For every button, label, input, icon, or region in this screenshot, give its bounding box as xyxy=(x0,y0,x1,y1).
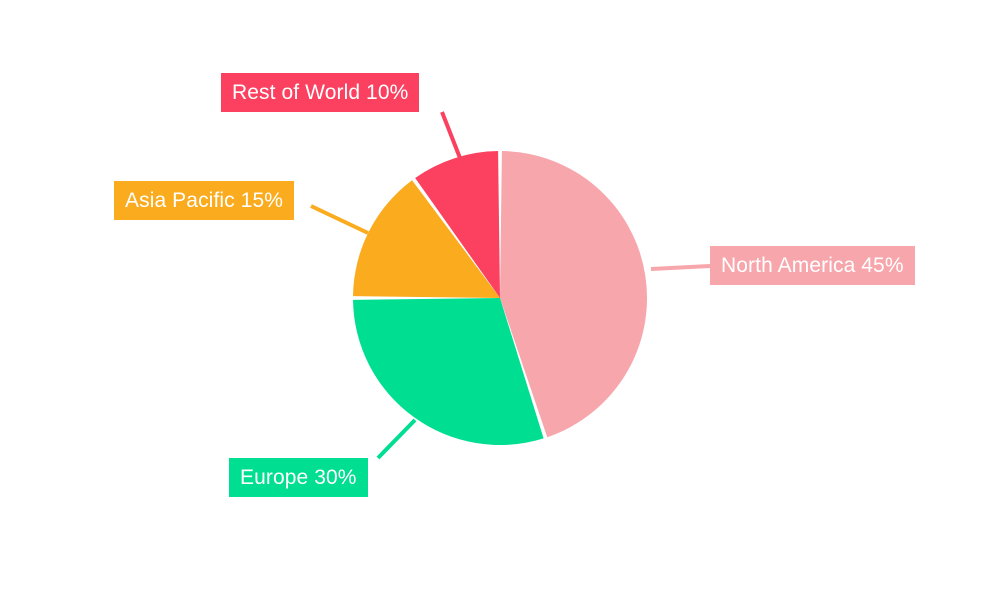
pie-label-text: Rest of World 10% xyxy=(232,81,409,104)
pie-slice-asia-pacific[interactable] xyxy=(353,180,500,298)
pie-label-text: Europe 30% xyxy=(240,466,357,489)
leader-line-rest-of-world xyxy=(440,111,462,159)
pie-label-rest-of-world: Rest of World 10% xyxy=(221,73,420,112)
pie-slices xyxy=(353,151,648,446)
leader-line-asia-pacific xyxy=(310,204,369,235)
pie-label-text: Asia Pacific 15% xyxy=(125,189,284,212)
pie-label-asia-pacific: Asia Pacific 15% xyxy=(114,181,295,220)
pie-label-north-america: North America 45% xyxy=(710,246,915,285)
pie-label-text: North America 45% xyxy=(721,254,904,277)
pie-slice-europe[interactable] xyxy=(353,298,544,446)
leader-lines xyxy=(310,111,711,460)
pie-slice-north-america[interactable] xyxy=(500,151,648,438)
pie-slice-rest-of-world[interactable] xyxy=(415,151,500,298)
leader-line-europe xyxy=(376,418,417,460)
leader-line-north-america xyxy=(650,264,711,271)
pie-label-europe: Europe 30% xyxy=(229,458,368,497)
